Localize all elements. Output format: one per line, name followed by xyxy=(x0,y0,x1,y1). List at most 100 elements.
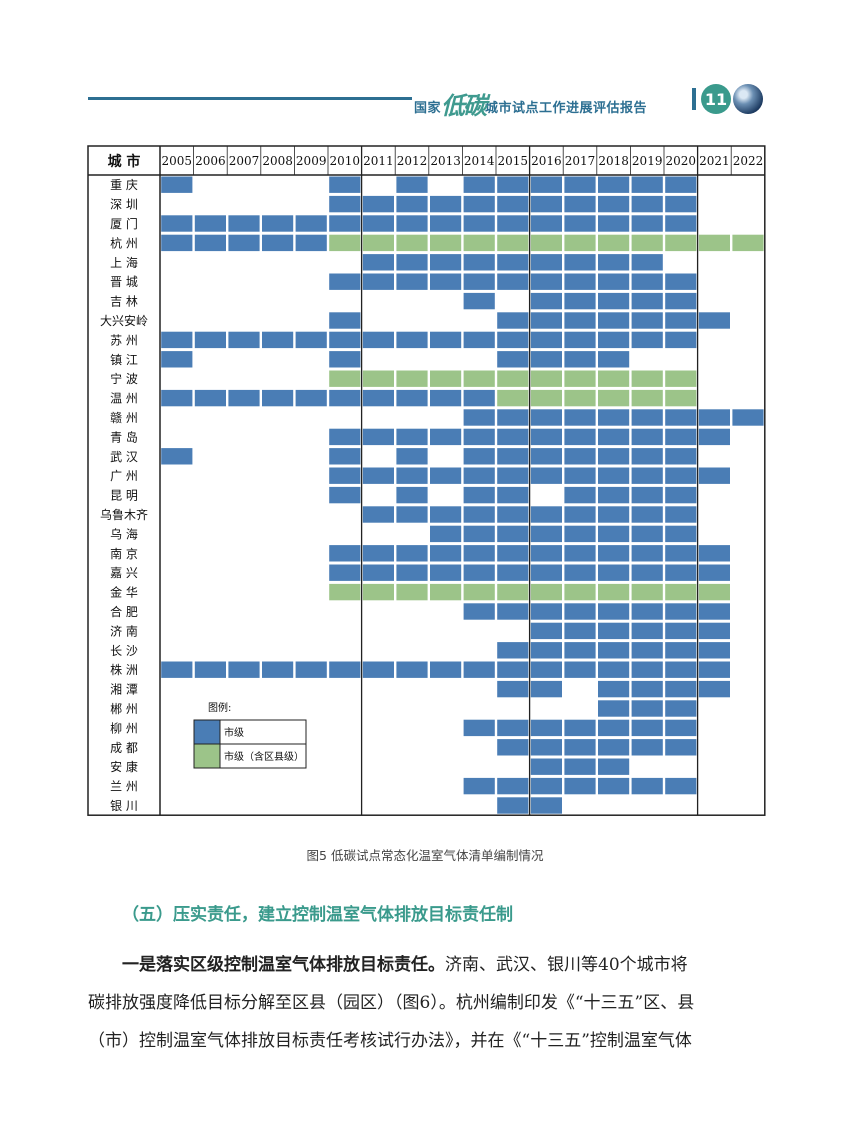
grid-cell xyxy=(564,719,596,737)
grid-cell xyxy=(295,389,327,407)
figure-caption: 图5 低碳试点常态化温室气体清单编制情况 xyxy=(306,848,544,863)
grid-cell xyxy=(598,292,630,310)
year-label: 2008 xyxy=(262,154,293,168)
grid-cell xyxy=(463,273,495,290)
grid-cell xyxy=(463,409,495,426)
grid-cell xyxy=(564,467,596,484)
grid-cell xyxy=(631,545,663,562)
report-title: 国家低碳城市试点工作进展评估报告 xyxy=(414,84,648,120)
grid-cell xyxy=(530,739,562,756)
grid-cell xyxy=(598,564,630,581)
grid-cell xyxy=(430,273,462,290)
grid-cell xyxy=(362,467,394,484)
grid-cell xyxy=(564,525,596,543)
grid-cell xyxy=(665,545,697,562)
grid-cell xyxy=(497,351,529,368)
grid-cell xyxy=(564,739,596,756)
grid-cell xyxy=(665,680,697,698)
grid-cell xyxy=(463,254,495,271)
grid-cell xyxy=(698,564,730,581)
grid-cell xyxy=(631,680,663,698)
grid-cell xyxy=(698,234,730,252)
grid-cell xyxy=(228,389,260,407)
grid-cell xyxy=(564,448,596,465)
grid-cell xyxy=(497,777,529,795)
legend-label: 市级 xyxy=(224,726,244,739)
paragraph-line1-rest: 济南、武汉、银川等40个城市将 xyxy=(445,955,688,975)
city-label: 郴 州 xyxy=(110,702,138,716)
city-label: 上 海 xyxy=(110,255,138,270)
grid-cell xyxy=(497,273,529,290)
grid-cell xyxy=(530,428,562,446)
grid-cell xyxy=(497,564,529,581)
grid-cell xyxy=(228,215,260,232)
grid-cell xyxy=(564,351,596,368)
grid-cell xyxy=(631,583,663,601)
grid-cell xyxy=(329,273,361,290)
grid-cell xyxy=(631,486,663,504)
grid-cell xyxy=(598,642,630,659)
year-label: 2018 xyxy=(598,154,629,168)
grid-cell xyxy=(665,564,697,581)
grid-cell xyxy=(564,331,596,349)
grid-cell xyxy=(430,234,462,252)
grid-cell xyxy=(396,195,428,213)
grid-cell xyxy=(598,389,630,407)
grid-cell xyxy=(631,719,663,737)
grid-cell xyxy=(598,467,630,484)
city-label: 重 庆 xyxy=(110,178,138,192)
grid-cell xyxy=(564,758,596,775)
grid-cell xyxy=(497,525,529,543)
grid-cell xyxy=(598,195,630,213)
year-label: 2006 xyxy=(195,154,226,168)
grid-cell xyxy=(665,603,697,620)
grid-cell xyxy=(631,273,663,290)
grid-cell xyxy=(396,254,428,271)
inventory-grid-figure: 城 市 2005 2006 2007 2008 2009 2010 2011 2012 2013 2… xyxy=(87,145,766,816)
city-label: 镇 江 xyxy=(110,353,138,367)
grid-cell xyxy=(598,428,630,446)
grid-cell xyxy=(631,195,663,213)
title-suffix: 城市试点工作进展评估报告 xyxy=(485,101,648,116)
grid-cell xyxy=(362,254,394,271)
grid-cell xyxy=(665,389,697,407)
grid-cell xyxy=(564,564,596,581)
city-label: 温 州 xyxy=(110,392,138,406)
grid-cell xyxy=(396,564,428,581)
year-label: 2022 xyxy=(733,154,764,168)
grid-cell xyxy=(530,545,562,562)
grid-cell xyxy=(631,312,663,329)
grid-cell xyxy=(598,506,630,523)
grid-cell xyxy=(463,215,495,232)
grid-cell xyxy=(194,331,226,349)
grid-cell xyxy=(598,758,630,775)
year-label: 2011 xyxy=(363,154,394,168)
grid-cell xyxy=(362,389,394,407)
grid-cell xyxy=(362,195,394,213)
city-label: 成 都 xyxy=(110,741,138,755)
grid-cell xyxy=(295,661,327,678)
grid-cell xyxy=(362,564,394,581)
grid-cell xyxy=(228,234,260,252)
grid-cell xyxy=(665,428,697,446)
grid-cell xyxy=(497,370,529,387)
grid-cell xyxy=(530,777,562,795)
grid-cell xyxy=(329,312,361,329)
grid-cell xyxy=(430,389,462,407)
grid-cell xyxy=(598,409,630,426)
grid-cell xyxy=(564,292,596,310)
grid-cell xyxy=(161,176,193,193)
title-prefix: 国家 xyxy=(414,101,442,116)
grid-cell xyxy=(161,448,193,465)
grid-cell xyxy=(564,312,596,329)
city-label: 株 洲 xyxy=(110,662,138,677)
grid-cell xyxy=(463,525,495,543)
city-label: 金 华 xyxy=(110,585,138,600)
grid-cell xyxy=(530,603,562,620)
legend-label: 市级（含区县级） xyxy=(224,750,304,763)
grid-cell xyxy=(631,234,663,252)
grid-cell xyxy=(194,389,226,407)
grid-cell xyxy=(530,176,562,193)
grid-cell xyxy=(396,661,428,678)
grid-cell xyxy=(430,331,462,349)
